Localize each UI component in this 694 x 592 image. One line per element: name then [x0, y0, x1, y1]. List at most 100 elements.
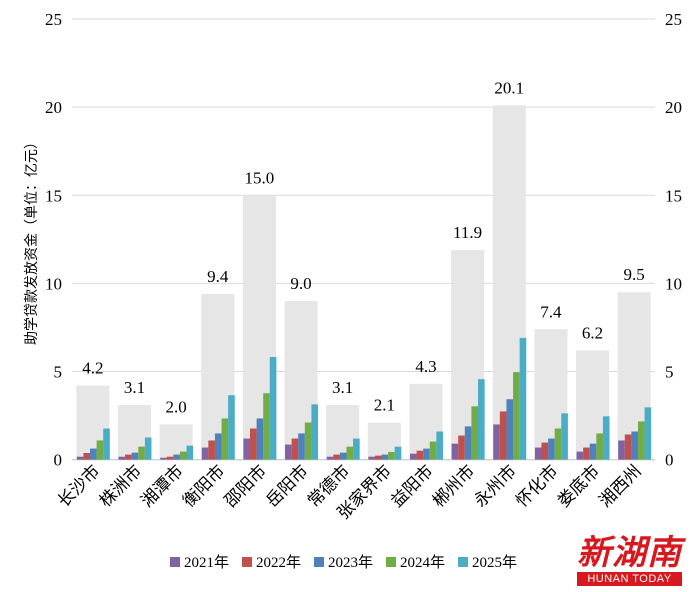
series-bar — [519, 337, 527, 460]
series-bar — [409, 453, 417, 460]
series-bar — [214, 433, 222, 460]
y-axis-label: 助学贷款发放资金（单位：亿元） — [24, 135, 40, 345]
series-bar — [304, 422, 312, 460]
series-bar — [243, 438, 250, 460]
total-data-label: 15.0 — [245, 168, 275, 187]
series-bar — [160, 457, 167, 460]
total-data-label: 4.3 — [415, 357, 436, 376]
series-bar — [228, 395, 235, 460]
series-bar — [458, 435, 465, 460]
legend-swatch — [242, 557, 252, 567]
series-bar — [506, 399, 514, 460]
series-bar — [618, 440, 625, 460]
series-bar — [83, 453, 91, 460]
y-tick-label-left: 5 — [54, 363, 63, 382]
series-bar — [96, 440, 104, 460]
series-bar — [208, 440, 215, 460]
y-tick-label-left: 20 — [45, 98, 62, 117]
series-bar — [589, 443, 597, 460]
total-data-label: 2.0 — [165, 397, 186, 416]
series-bar — [464, 426, 472, 460]
x-tick-label: 郴州市 — [429, 461, 478, 510]
y-tick-label-left: 15 — [45, 186, 62, 205]
series-bar — [644, 407, 652, 460]
series-bar — [333, 454, 340, 460]
series-bar — [499, 411, 507, 460]
series-bar — [478, 379, 485, 460]
series-bar — [166, 456, 174, 460]
series-bar — [596, 433, 603, 460]
series-bar — [221, 418, 229, 460]
series-bar — [394, 446, 402, 460]
x-tick-label: 益阳市 — [387, 461, 436, 510]
x-tick-label: 怀化市 — [512, 461, 561, 510]
legend-swatch — [458, 557, 468, 567]
series-bar — [436, 431, 443, 460]
series-bar — [541, 442, 549, 460]
x-tick-label: 衡阳市 — [179, 461, 228, 510]
legend-label: 2021年 — [184, 554, 229, 571]
y-tick-label-right: 25 — [665, 10, 682, 29]
x-tick-label: 湘潭市 — [137, 461, 186, 510]
series-bar — [513, 372, 520, 460]
y-tick-label-right: 15 — [665, 186, 682, 205]
total-data-label: 7.4 — [540, 302, 562, 321]
series-bar — [76, 456, 84, 460]
legend-swatch — [314, 557, 324, 567]
series-bar — [179, 451, 187, 460]
series-bar — [291, 438, 299, 460]
series-bar — [631, 431, 638, 460]
series-bar — [637, 421, 645, 460]
total-data-label: 3.1 — [124, 378, 145, 397]
x-tick-label: 邵阳市 — [221, 461, 270, 510]
series-bar — [471, 406, 479, 460]
series-bar — [311, 404, 319, 460]
legend-swatch — [386, 557, 396, 567]
series-bar — [381, 454, 389, 460]
total-data-label: 4.2 — [82, 359, 103, 378]
hunan-today-logo: 新湖南 HUNAN TODAY — [577, 534, 682, 586]
x-tick-label: 永州市 — [471, 461, 520, 510]
y-tick-label-left: 0 — [54, 451, 63, 470]
total-data-label: 6.2 — [582, 323, 603, 342]
series-bar — [548, 438, 555, 460]
x-tick-label: 株洲市 — [96, 461, 145, 510]
logo-english: HUNAN TODAY — [577, 572, 682, 586]
y-tick-label-left: 10 — [45, 274, 62, 293]
series-bar — [249, 428, 257, 460]
series-bar — [118, 456, 126, 460]
series-bar — [144, 437, 152, 460]
series-bar — [285, 444, 292, 460]
legend-swatch — [170, 557, 180, 567]
series-bar — [269, 356, 277, 460]
series-bar — [90, 448, 97, 460]
series-bar — [374, 455, 382, 460]
x-tick-label: 湘西州 — [596, 461, 645, 510]
series-bar — [131, 452, 139, 460]
total-data-label: 9.0 — [290, 274, 311, 293]
series-bar — [103, 428, 110, 460]
series-bar — [624, 434, 632, 460]
series-bar — [353, 438, 360, 460]
series-bar — [423, 448, 430, 460]
y-tick-label-right: 0 — [665, 451, 674, 470]
y-tick-label-right: 20 — [665, 98, 682, 117]
series-bar — [263, 393, 270, 460]
series-bar — [493, 424, 500, 460]
series-bar — [201, 447, 209, 460]
series-bar — [576, 451, 584, 460]
series-bar — [298, 433, 305, 460]
series-bar — [429, 441, 437, 460]
series-bar — [554, 428, 562, 460]
legend-label: 2023年 — [328, 554, 373, 571]
y-tick-label-left: 25 — [45, 10, 62, 29]
series-bar — [339, 452, 347, 460]
total-data-label: 9.5 — [624, 265, 645, 284]
total-data-label: 9.4 — [207, 267, 229, 286]
total-data-label: 11.9 — [453, 223, 482, 242]
legend-label: 2022年 — [256, 554, 301, 571]
series-bar — [173, 454, 180, 460]
series-bar — [388, 451, 395, 460]
x-tick-label: 岳阳市 — [262, 461, 311, 510]
